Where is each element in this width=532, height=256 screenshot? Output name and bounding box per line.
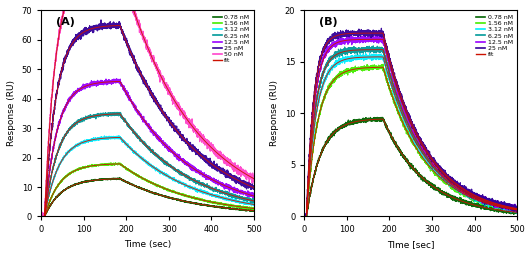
Legend: 0.78 nM, 1.56 nM, 3.12 nM, 6.25 nM, 12.5 nM, 25 nM, 50 nM, fit: 0.78 nM, 1.56 nM, 3.12 nM, 6.25 nM, 12.5… [211, 14, 251, 64]
Text: (B): (B) [319, 17, 338, 27]
X-axis label: TIme [sec]: TIme [sec] [387, 240, 435, 249]
X-axis label: Time (sec): Time (sec) [124, 240, 171, 249]
Y-axis label: Response (RU): Response (RU) [270, 80, 279, 146]
Text: (A): (A) [56, 17, 75, 27]
Y-axis label: Response (RU): Response (RU) [7, 80, 16, 146]
Legend: 0.78 nM, 1.56 nM, 3.12 nM, 6.25 nM, 12.5 nM, 25 nM, fit: 0.78 nM, 1.56 nM, 3.12 nM, 6.25 nM, 12.5… [475, 14, 514, 58]
